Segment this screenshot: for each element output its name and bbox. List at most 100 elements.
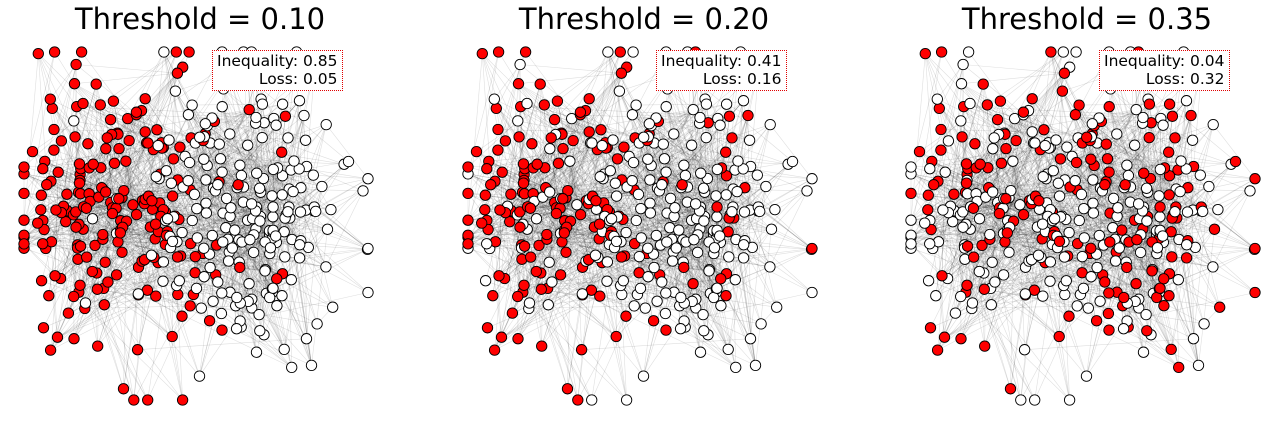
node-white bbox=[282, 206, 294, 218]
node-red bbox=[107, 95, 120, 107]
network-edge bbox=[482, 53, 499, 130]
node-white bbox=[738, 239, 750, 251]
node-white bbox=[305, 359, 318, 372]
network-edge bbox=[215, 188, 290, 192]
node-red bbox=[98, 299, 110, 311]
network-edge bbox=[656, 211, 760, 302]
network-edge bbox=[940, 149, 1046, 263]
network-edge bbox=[580, 110, 586, 215]
network-edge bbox=[48, 67, 183, 296]
node-red bbox=[73, 177, 86, 189]
network-edge bbox=[635, 104, 676, 208]
node-white bbox=[695, 167, 707, 179]
network-edge bbox=[87, 84, 97, 144]
network-edge bbox=[549, 191, 617, 197]
network-edge bbox=[76, 64, 178, 74]
network-edge bbox=[498, 172, 503, 276]
network-edge bbox=[73, 214, 75, 339]
network-edge bbox=[1090, 198, 1114, 249]
network-edge bbox=[73, 199, 146, 339]
network-edge bbox=[157, 73, 178, 146]
network-edge bbox=[76, 106, 155, 258]
network-edge bbox=[964, 204, 1021, 246]
network-edge bbox=[77, 248, 98, 347]
node-white bbox=[594, 171, 606, 183]
node-white bbox=[230, 323, 243, 335]
node-white bbox=[267, 163, 279, 176]
node-white bbox=[656, 179, 668, 191]
node-white bbox=[744, 333, 757, 345]
panel-threshold-035: Threshold = 0.35 Inequality: 0.04 Loss: … bbox=[887, 0, 1276, 426]
node-red bbox=[86, 265, 98, 278]
node-white bbox=[689, 198, 702, 210]
network-edge bbox=[259, 188, 364, 192]
network-edge bbox=[520, 106, 599, 258]
node-white bbox=[564, 155, 576, 167]
network-edge bbox=[60, 224, 80, 279]
node-white bbox=[200, 197, 212, 209]
network-edge bbox=[467, 51, 499, 236]
node-white bbox=[627, 46, 639, 58]
node-white bbox=[698, 325, 710, 337]
network-edge bbox=[61, 140, 104, 289]
network-edge bbox=[928, 216, 1048, 281]
network-edge bbox=[199, 246, 232, 377]
network-edge bbox=[1124, 241, 1172, 350]
node-white bbox=[749, 359, 762, 372]
node-red bbox=[18, 187, 30, 200]
network-edge bbox=[50, 64, 77, 100]
network-edge bbox=[300, 187, 369, 249]
network-edge bbox=[123, 190, 139, 295]
network-edge bbox=[743, 257, 756, 366]
node-red bbox=[113, 193, 125, 205]
node-red bbox=[216, 324, 228, 336]
node-white bbox=[644, 174, 656, 186]
network-edge bbox=[974, 84, 984, 144]
node-red bbox=[52, 166, 64, 178]
network-edge bbox=[138, 293, 318, 325]
network-edge bbox=[710, 160, 739, 294]
network-edge bbox=[582, 293, 762, 325]
network-edge bbox=[54, 172, 59, 276]
network-edge bbox=[1057, 247, 1067, 281]
node-white bbox=[715, 300, 727, 312]
network-edge bbox=[1145, 314, 1172, 350]
node-red bbox=[243, 103, 255, 116]
node-red bbox=[117, 383, 130, 395]
node-red bbox=[100, 143, 112, 155]
network-edge bbox=[196, 118, 275, 289]
network-edge bbox=[520, 106, 562, 199]
network-edge bbox=[1023, 112, 1043, 239]
network-edge bbox=[211, 117, 257, 174]
network-edge bbox=[1142, 84, 1199, 366]
node-red bbox=[48, 123, 60, 136]
network-edge bbox=[967, 114, 1024, 194]
network-edge bbox=[614, 159, 649, 248]
node-white bbox=[769, 203, 781, 216]
network-edge bbox=[232, 247, 326, 268]
network-edge bbox=[744, 124, 771, 188]
node-white bbox=[601, 256, 614, 268]
network-edge bbox=[123, 51, 177, 191]
node-red bbox=[487, 290, 499, 302]
network-edge bbox=[742, 168, 777, 308]
node-red bbox=[106, 207, 119, 220]
network-edge bbox=[617, 109, 694, 160]
network-edge bbox=[981, 245, 1035, 291]
network-edge bbox=[176, 160, 295, 286]
network-edge bbox=[158, 145, 369, 179]
node-white bbox=[637, 370, 650, 382]
node-white bbox=[188, 188, 201, 201]
panel-title: Threshold = 0.20 bbox=[518, 2, 770, 36]
network-edge bbox=[580, 51, 634, 215]
node-white bbox=[224, 128, 236, 140]
node-red bbox=[166, 330, 178, 343]
node-red bbox=[150, 290, 162, 302]
network-edge bbox=[497, 149, 603, 263]
network-edge bbox=[74, 83, 158, 131]
network-edge bbox=[551, 267, 583, 283]
node-red bbox=[37, 163, 49, 175]
node-red bbox=[44, 93, 56, 105]
panel-threshold-010: Threshold = 0.10 Inequality: 0.85 Loss: … bbox=[0, 0, 400, 426]
network-edge bbox=[102, 147, 163, 240]
